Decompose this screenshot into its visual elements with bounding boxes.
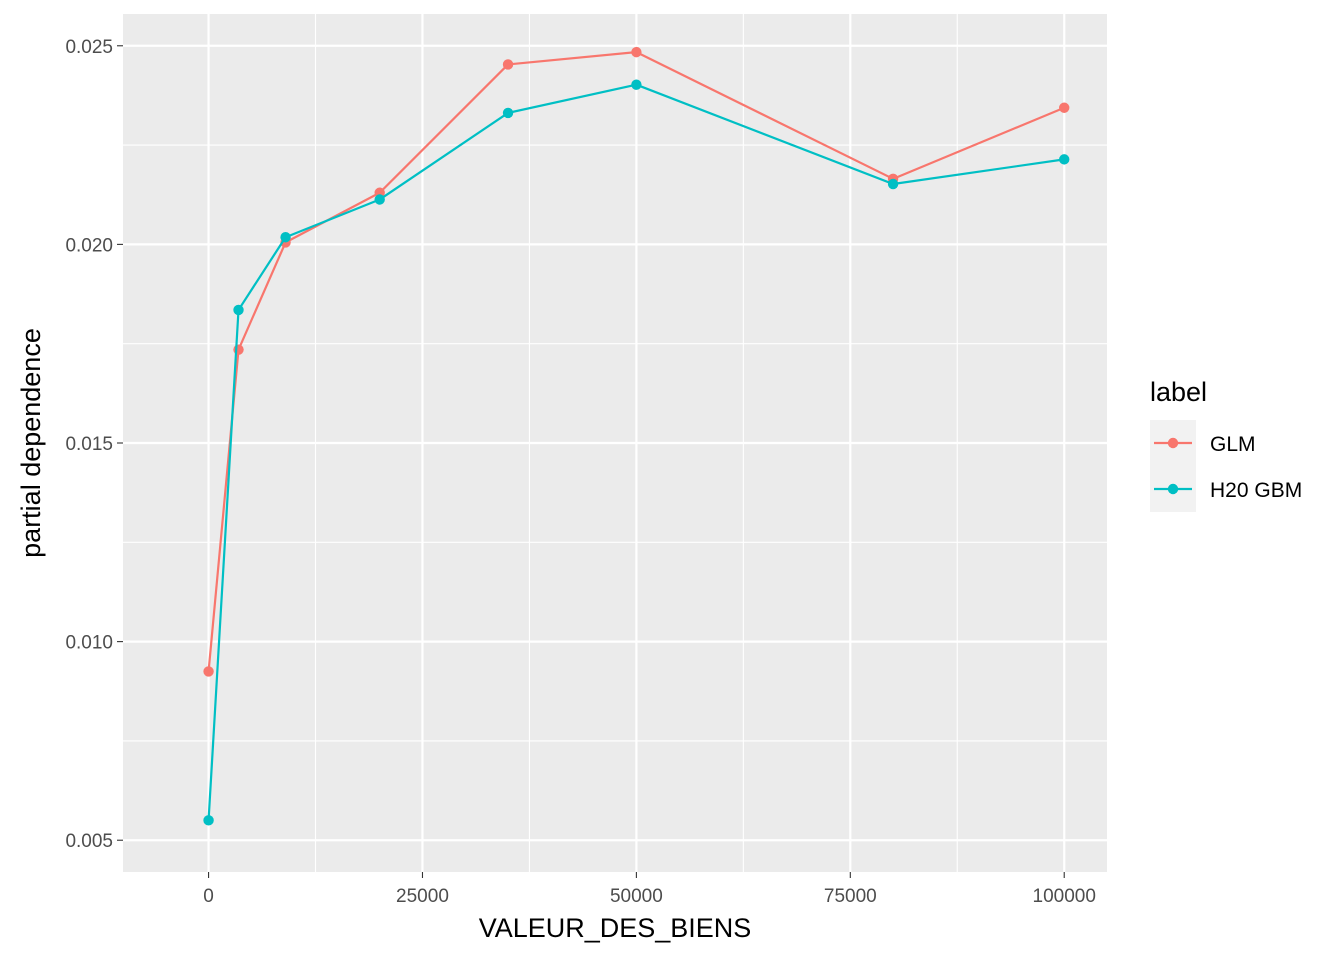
series-2 — [203, 79, 1070, 826]
data-point — [887, 178, 899, 190]
x-tick-label: 100000 — [1033, 886, 1096, 907]
legend-key-point — [1167, 483, 1179, 495]
y-axis-title: partial dependence — [16, 328, 46, 558]
legend-key-background — [1150, 420, 1196, 512]
x-tick-label: 50000 — [610, 886, 663, 907]
y-tick-label: 0.020 — [65, 235, 113, 256]
y-tick-label: 0.010 — [65, 633, 113, 654]
x-axis-title: VALEUR_DES_BIENS — [479, 913, 752, 943]
data-point — [280, 232, 291, 243]
data-point — [203, 666, 214, 677]
data-point — [203, 815, 214, 826]
data-point — [631, 46, 642, 58]
x-tick-label: 25000 — [396, 886, 449, 907]
data-point — [374, 194, 385, 205]
legend-title: label — [1150, 377, 1207, 407]
legend: label GLM H20 GBM — [1150, 377, 1302, 512]
series-1 — [203, 46, 1070, 677]
data-point — [1059, 102, 1070, 113]
x-tick-label: 0 — [203, 886, 214, 907]
x-tick-label: 75000 — [824, 886, 877, 907]
legend-key-point — [1167, 437, 1179, 449]
y-tick-label: 0.025 — [65, 37, 113, 58]
data-point — [233, 304, 244, 316]
series-line — [207, 51, 1065, 672]
y-tick-label: 0.005 — [65, 831, 113, 852]
y-tick-label: 0.015 — [65, 434, 113, 455]
data-point — [631, 79, 642, 90]
legend-item-label: GLM — [1210, 433, 1256, 456]
data-point — [502, 59, 514, 70]
y-axis: 0.005 0.010 0.015 0.020 0.025 — [65, 37, 123, 852]
series-line — [207, 83, 1065, 821]
series-layer — [203, 46, 1070, 826]
legend-item-label: H20 GBM — [1210, 479, 1302, 502]
x-axis: 0 25000 50000 75000 100000 — [203, 872, 1096, 907]
data-point — [1059, 154, 1070, 165]
grid — [123, 14, 1107, 872]
data-point — [502, 107, 514, 119]
